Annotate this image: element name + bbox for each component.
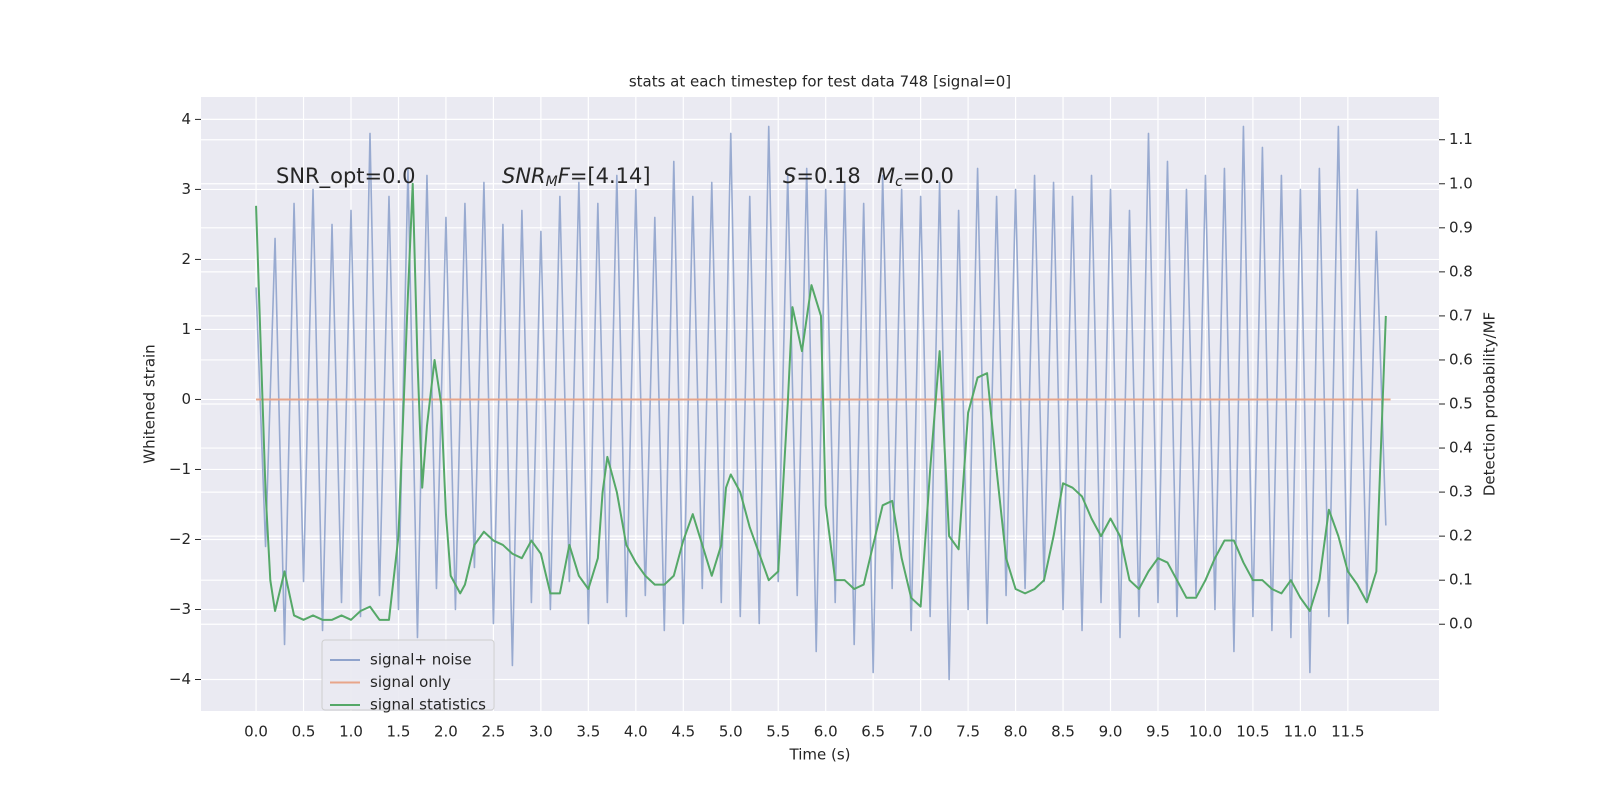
- x-tick-label: 10.5: [1236, 723, 1269, 741]
- y2-tick-label: 0.2: [1449, 527, 1473, 545]
- annotation: Mc=0.0: [877, 164, 954, 190]
- annotation-part: c: [895, 174, 903, 190]
- x-tick-label: 6.0: [814, 723, 838, 741]
- x-tick-label: 9.0: [1099, 723, 1123, 741]
- x-tick-label: 2.5: [481, 723, 505, 741]
- x-tick-label: 2.0: [434, 723, 458, 741]
- y2-tick-label: 1.0: [1449, 174, 1473, 192]
- y-tick-label: 2: [181, 250, 191, 268]
- y2-tick-label: 0.9: [1449, 218, 1473, 236]
- legend-label: signal statistics: [370, 696, 486, 714]
- y-tick-label: 3: [181, 180, 191, 198]
- x-tick-label: 7.0: [909, 723, 933, 741]
- x-tick-label: 10.0: [1189, 723, 1222, 741]
- x-tick-label: 4.0: [624, 723, 648, 741]
- legend-label: signal+ noise: [370, 651, 472, 669]
- annotation: S=0.18: [783, 164, 861, 188]
- series-line: [255, 182, 1387, 621]
- y-tick-label: −2: [169, 530, 191, 548]
- y2-tick-label: 0.8: [1449, 262, 1473, 280]
- x-axis-label: Time (s): [789, 746, 851, 764]
- x-tick-label: 3.5: [576, 723, 600, 741]
- annotation: SNRMF=[4.14]: [502, 164, 651, 190]
- y2-tick-label: 0.3: [1449, 483, 1473, 501]
- chart-title: stats at each timestep for test data 748…: [629, 73, 1011, 91]
- series-line: [255, 125, 1387, 681]
- x-tick-label: 5.0: [719, 723, 743, 741]
- x-tick-label: 11.0: [1284, 723, 1317, 741]
- annotation-part: =[4.14]: [570, 164, 651, 188]
- y2-tick-label: 0.7: [1449, 306, 1473, 324]
- x-tick-label: 1.5: [387, 723, 411, 741]
- y-tick-label: 0: [181, 390, 191, 408]
- annotation: SNR_opt=0.0: [276, 164, 416, 189]
- y2-tick-label: 0.0: [1449, 615, 1473, 633]
- annotation-part: M: [877, 164, 895, 188]
- x-tick-label: 7.5: [956, 723, 980, 741]
- x-tick-label: 9.5: [1146, 723, 1170, 741]
- annotation-part: F: [558, 164, 571, 188]
- y-axis-label: Whitened strain: [141, 344, 159, 463]
- x-tick-label: 8.5: [1051, 723, 1075, 741]
- annotation-part: SNR_opt=0.0: [276, 164, 416, 189]
- x-tick-label: 3.0: [529, 723, 553, 741]
- legend-box: [321, 639, 495, 711]
- annotation-part: SNR: [502, 164, 546, 188]
- x-tick-label: 0.0: [244, 723, 268, 741]
- x-tick-label: 4.5: [671, 723, 695, 741]
- x-tick-label: 6.5: [861, 723, 885, 741]
- y2-tick-label: 0.6: [1449, 350, 1473, 368]
- y-tick-label: 1: [181, 320, 191, 338]
- y-tick-label: 4: [181, 110, 191, 128]
- y2-tick-label: 0.5: [1449, 395, 1473, 413]
- y-tick-label: −4: [169, 670, 191, 688]
- annotation-part: M: [546, 174, 558, 190]
- legend-label: signal only: [370, 673, 451, 691]
- y2-axis-label: Detection probability/MF: [1481, 312, 1499, 496]
- y-tick-label: −3: [169, 600, 191, 618]
- x-tick-label: 0.5: [292, 723, 316, 741]
- y2-tick-label: 0.1: [1449, 571, 1473, 589]
- annotation-part: S: [783, 164, 796, 188]
- x-tick-label: 5.5: [766, 723, 790, 741]
- y2-tick-label: 0.4: [1449, 439, 1473, 457]
- y-tick-label: −1: [169, 460, 191, 478]
- x-tick-label: 8.0: [1004, 723, 1028, 741]
- x-tick-label: 11.5: [1331, 723, 1364, 741]
- x-tick-label: 1.0: [339, 723, 363, 741]
- y2-tick-label: 1.1: [1449, 130, 1473, 148]
- annotation-part: =0.18: [796, 164, 860, 188]
- annotation-part: =0.0: [903, 164, 954, 188]
